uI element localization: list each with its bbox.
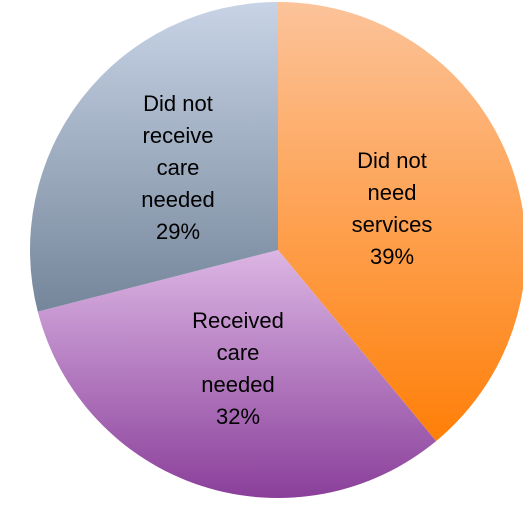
pie-label-line: 39% [370, 244, 414, 269]
pie-label-line: services [352, 212, 433, 237]
pie-label-line: care [157, 155, 200, 180]
pie-label-did-not-receive-care-needed: Did not receive care needed 29% [141, 91, 214, 244]
pie-slices [30, 2, 523, 499]
pie-label-line: need [368, 180, 417, 205]
pie-label-line: needed [201, 372, 274, 397]
pie-label-line: care [217, 340, 260, 365]
pie-slice-did-not-receive-care-needed [30, 2, 278, 312]
pie-label-line: receive [143, 123, 214, 148]
pie-slice-did-not-need-services [278, 2, 523, 442]
pie-label-line: Received [192, 308, 284, 333]
pie-label-line: 32% [216, 404, 260, 429]
pie-label-did-not-need-services: Did not need services 39% [352, 148, 433, 269]
pie-label-line: Did not [143, 91, 213, 116]
pie-label-line: 29% [156, 219, 200, 244]
pie-label-line: needed [141, 187, 214, 212]
pie-slice-received-care-needed [37, 250, 437, 499]
pie-label-line: Did not [357, 148, 427, 173]
pie-label-received-care-needed: Received care needed 32% [192, 308, 284, 429]
pie-labels: Did not need services 39% Received care needed… [141, 91, 432, 429]
